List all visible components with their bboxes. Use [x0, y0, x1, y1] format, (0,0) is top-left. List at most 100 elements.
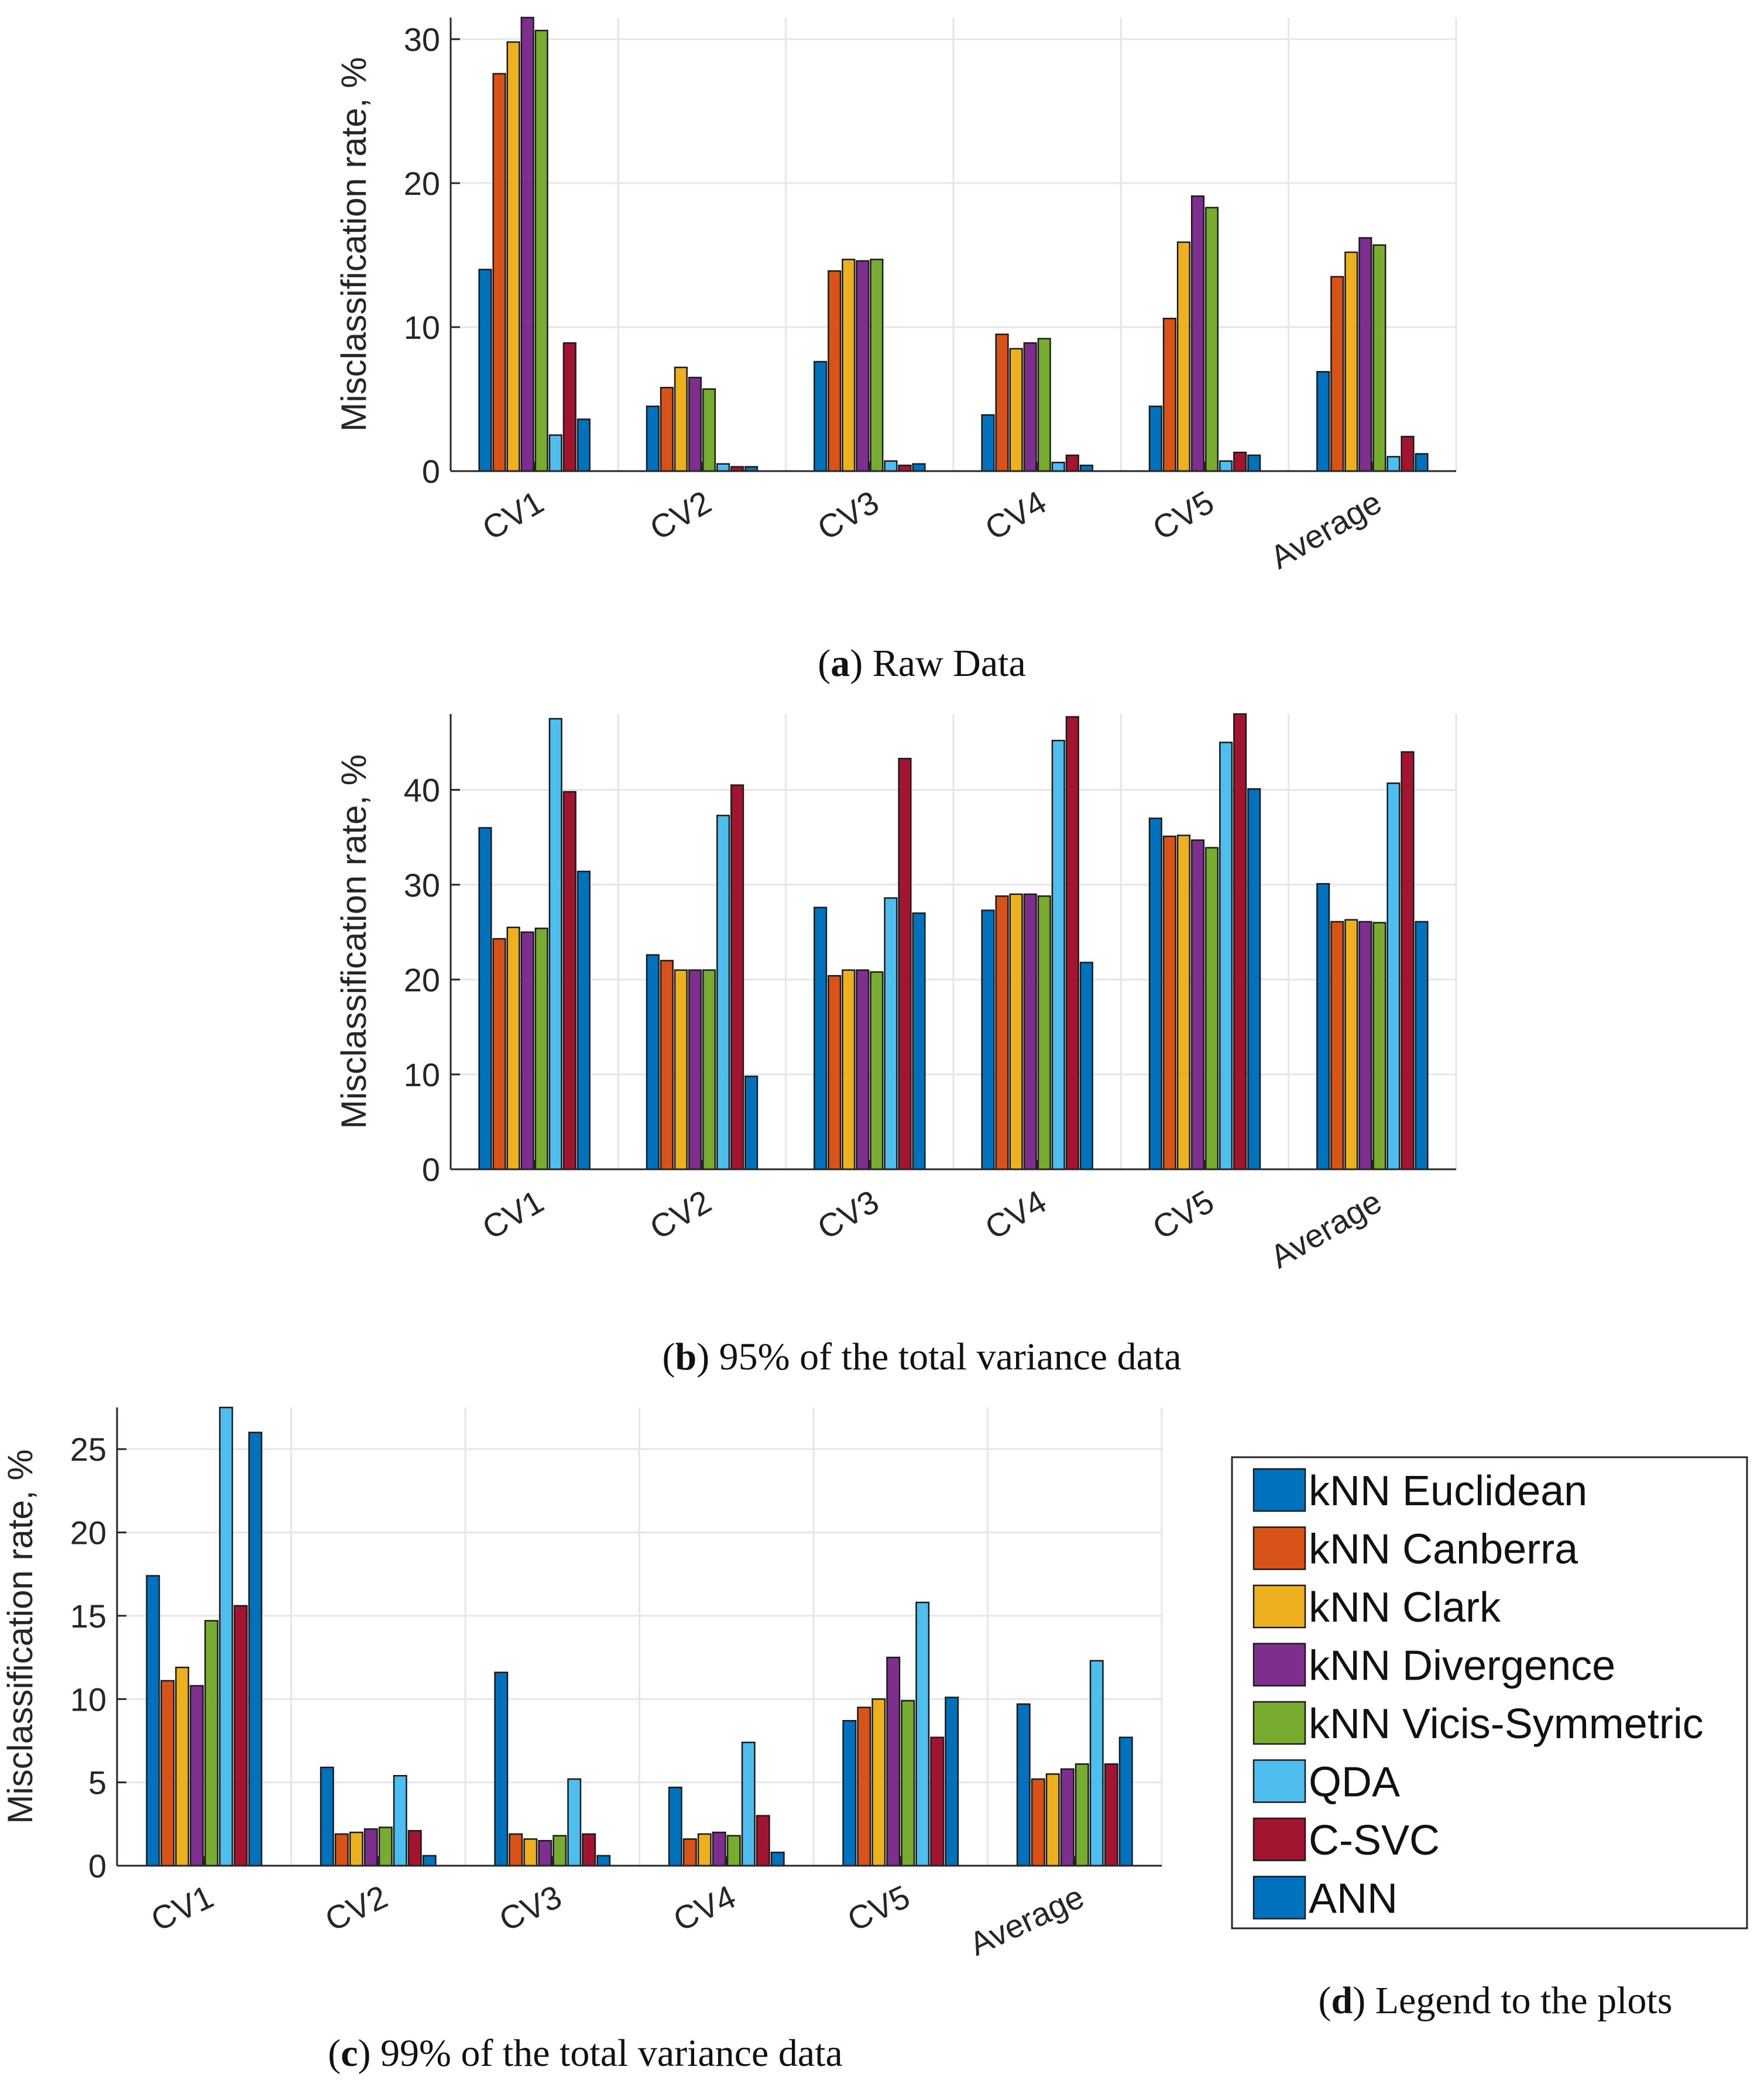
bar-knn-vicis-symmetric-cv3: [870, 259, 884, 472]
bar-knn-euclidean-cv3: [814, 907, 828, 1170]
bar-knn-clark-cv1: [506, 926, 520, 1170]
chart-caption: (a) Raw Data: [818, 642, 1026, 685]
x-tick-label: CV3: [811, 1183, 885, 1247]
bar-knn-vicis-symmetric-cv1: [204, 1620, 219, 1867]
bar-knn-vicis-symmetric-cv4: [1037, 338, 1051, 472]
bar-knn-euclidean-cv3: [814, 361, 828, 472]
bar-knn-clark-cv4: [1009, 893, 1023, 1170]
bar-knn-divergence-average: [1358, 921, 1372, 1170]
x-tick-label: CV5: [1147, 1183, 1220, 1247]
bar-knn-vicis-symmetric-average: [1372, 244, 1387, 472]
bar-qda-cv1: [219, 1406, 234, 1867]
bar-qda-cv3: [567, 1778, 582, 1867]
legend-label: kNN Canberra: [1309, 1526, 1578, 1573]
bar-knn-vicis-symmetric-cv5: [1204, 847, 1219, 1170]
bar-ann-cv2: [744, 1075, 759, 1170]
x-tick-label: CV4: [979, 483, 1052, 547]
bar-knn-euclidean-average: [1316, 370, 1330, 472]
bar-knn-clark-cv1: [506, 41, 520, 472]
bar-qda-cv4: [1051, 740, 1065, 1170]
bar-knn-euclidean-cv4: [981, 414, 995, 472]
bar-knn-divergence-cv4: [712, 1831, 726, 1867]
bar-ann-average: [1118, 1736, 1133, 1867]
x-tick-label: CV3: [811, 483, 885, 547]
y-axis-label: Misclassification rate, %: [334, 57, 373, 431]
bar-c-svc-cv5: [930, 1736, 945, 1867]
bar-knn-divergence-cv1: [190, 1685, 204, 1867]
bar-knn-divergence-cv2: [688, 376, 702, 472]
legend-label: kNN Clark: [1309, 1584, 1501, 1631]
bar-knn-clark-cv3: [523, 1838, 538, 1867]
legend-label: ANN: [1309, 1876, 1398, 1922]
bar-knn-vicis-symmetric-cv1: [534, 29, 548, 472]
bar-ann-cv1: [248, 1431, 263, 1867]
bar-qda-cv1: [548, 717, 562, 1170]
legend-label: kNN Divergence: [1309, 1643, 1615, 1690]
bar-ann-cv3: [596, 1855, 611, 1867]
bar-knn-euclidean-cv5: [842, 1720, 857, 1867]
bar-qda-cv5: [915, 1601, 930, 1867]
legend-box: [1231, 1456, 1748, 1929]
bar-knn-euclidean-cv1: [478, 827, 492, 1170]
legend-label: QDA: [1309, 1759, 1400, 1806]
y-tick-label: 20: [70, 1515, 107, 1551]
bar-ann-cv3: [912, 912, 926, 1170]
bar-knn-vicis-symmetric-cv4: [726, 1835, 741, 1867]
bar-knn-vicis-symmetric-average: [1075, 1763, 1089, 1867]
chart-3: 0 5 10 15 20 25 CV1 CV2 CV3 CV4 CV5 Average Misclass…: [1, 1406, 1163, 2075]
bar-c-svc-cv5: [1233, 451, 1247, 472]
bar-c-svc-average: [1401, 435, 1415, 472]
bar-knn-divergence-cv1: [520, 931, 534, 1170]
legend-swatch: [1252, 1526, 1306, 1570]
bar-knn-vicis-symmetric-cv2: [702, 969, 716, 1170]
bar-knn-canberra-cv5: [1162, 835, 1176, 1170]
x-tick-label: CV2: [320, 1878, 393, 1938]
bar-knn-canberra-cv4: [995, 334, 1009, 472]
bar-knn-canberra-average: [1330, 276, 1344, 472]
bar-ann-average: [1415, 921, 1429, 1170]
x-tick-label: CV2: [644, 1183, 718, 1247]
bar-knn-clark-cv2: [674, 969, 688, 1170]
legend-swatch: [1252, 1876, 1306, 1920]
bar-knn-vicis-symmetric-cv2: [378, 1826, 393, 1867]
bar-c-svc-cv2: [407, 1829, 422, 1867]
bar-knn-canberra-cv4: [682, 1838, 697, 1867]
y-tick-label: 0: [88, 1848, 107, 1884]
bar-qda-cv2: [393, 1774, 407, 1867]
bar-knn-vicis-symmetric-cv3: [552, 1835, 567, 1867]
bar-ann-cv4: [770, 1851, 785, 1867]
bar-ann-cv4: [1079, 962, 1093, 1170]
bar-knn-canberra-cv1: [160, 1680, 175, 1867]
bar-knn-vicis-symmetric-cv5: [1204, 207, 1219, 472]
bar-qda-cv2: [716, 463, 730, 472]
bar-ann-cv3: [912, 463, 926, 472]
bar-knn-clark-cv5: [1176, 835, 1190, 1170]
bar-ann-cv2: [422, 1855, 437, 1867]
bar-qda-cv4: [741, 1742, 756, 1867]
x-tick-label: CV5: [842, 1878, 915, 1938]
bar-knn-clark-cv2: [349, 1831, 363, 1867]
bar-knn-divergence-average: [1358, 237, 1372, 472]
bar-c-svc-cv1: [234, 1605, 248, 1867]
bar-knn-clark-cv5: [871, 1698, 886, 1867]
bar-c-svc-cv4: [1065, 716, 1079, 1170]
y-tick-label: 0: [422, 453, 440, 490]
bar-c-svc-average: [1104, 1763, 1118, 1867]
y-tick-label: 10: [70, 1681, 107, 1718]
bar-qda-cv5: [1219, 460, 1233, 472]
bar-knn-clark-cv4: [697, 1833, 712, 1867]
y-axis-label: Misclassification rate, %: [334, 754, 373, 1129]
bar-knn-divergence-cv3: [538, 1840, 552, 1867]
bar-ann-cv1: [576, 870, 591, 1170]
bar-knn-euclidean-average: [1016, 1703, 1031, 1867]
bar-knn-divergence-cv4: [1023, 893, 1037, 1170]
legend-label: C-SVC: [1309, 1817, 1440, 1864]
y-tick-label: 15: [70, 1598, 107, 1635]
legend: kNN Euclidean kNN Canberra kNN Clark kNN Di…: [1231, 1456, 1748, 2022]
y-tick-label: 40: [404, 772, 440, 809]
bar-knn-canberra-cv5: [857, 1707, 871, 1867]
x-tick-label: Average: [1264, 1183, 1388, 1275]
x-tick-label: CV1: [476, 1183, 550, 1247]
bar-knn-euclidean-cv4: [668, 1786, 682, 1867]
